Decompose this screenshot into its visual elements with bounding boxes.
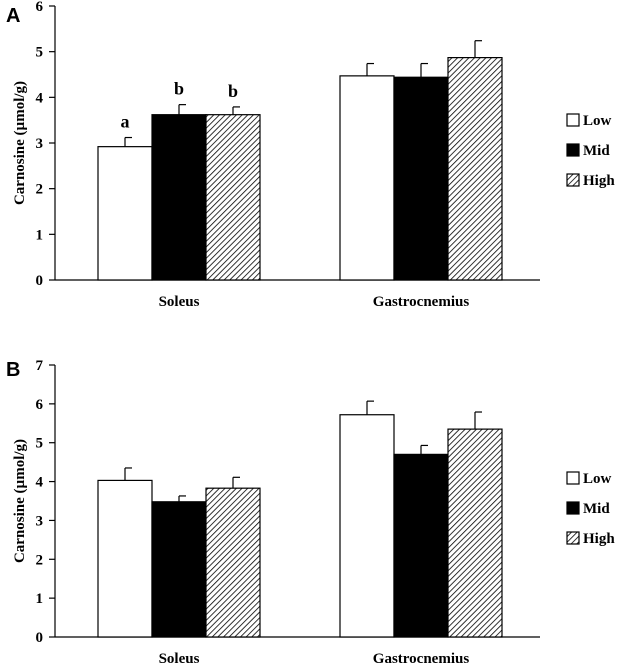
panel-b-y-tick-label: 3 [36,513,44,529]
panel-a-bar-mid-soleus [151,114,207,281]
panel-a-legend-label-high: High [583,173,615,189]
panel-b-bar-high-gastrocnemius [447,428,503,638]
panel-b-bar-low-soleus [97,479,153,638]
panel-a-legend-label-low: Low [583,113,612,129]
panel-a-bar-low-gastrocnemius [339,75,395,281]
panel-b-y-tick-label: 1 [36,591,44,607]
panel-a-category-label: Gastrocnemius [373,294,470,310]
panel-b-bar-high-soleus [205,487,261,638]
panel-a-bar-high-gastrocnemius [447,57,503,281]
panel-b-y-tick-label: 2 [36,552,44,568]
panel-a-y-tick-label: 2 [36,182,44,198]
panel-b-legend-label-mid: Mid [583,501,610,517]
panel-b-letter: B [6,359,20,381]
panel-a-legend-swatch-high [566,173,580,187]
panel-b-legend-label-low: Low [583,471,612,487]
panel-b-legend-swatch-mid [566,501,580,515]
panel-b-bar-mid-soleus [151,501,207,638]
panel-b-category-label: Gastrocnemius [373,651,470,666]
panel-a-bar-low-soleus [97,146,153,281]
panel-a-legend-label-mid: Mid [583,143,610,159]
panel-a-category-label: Soleus [159,294,200,310]
panel-b-legend-label-high: High [583,531,615,547]
panel-a-y-tick-label: 4 [36,90,44,106]
panel-b-category-label: Soleus [159,651,200,666]
panel-b-bar-mid-gastrocnemius [393,453,449,638]
panel-a-significance-label: b [174,79,184,99]
panel-b-bar-low-gastrocnemius [339,414,395,638]
panel-b-y-tick-label: 0 [36,630,44,646]
panel-a-legend-swatch-mid [566,143,580,157]
panel-a-y-tick-label: 6 [36,0,44,15]
panel-a-y-tick-label: 0 [36,273,44,289]
panel-a-legend-swatch-low [566,113,580,127]
panel-a-y-tick-label: 1 [36,227,44,243]
panel-a-letter: A [6,5,20,27]
panel-a-significance-label: b [228,81,238,101]
panel-a-bar-mid-gastrocnemius [393,76,449,281]
panel-a-y-tick-label: 5 [36,45,44,61]
panel-b-y-tick-label: 6 [36,397,44,413]
panel-a-significance-label: a [121,112,130,132]
panel-b-legend-swatch-high [566,531,580,545]
panel-b-y-axis-label: Carnosine (µmol/g) [12,439,28,563]
panel-a-y-tick-label: 3 [36,136,44,152]
panel-b-y-tick-label: 4 [36,475,44,491]
panel-a-y-axis-label: Carnosine (µmol/g) [12,81,28,205]
panel-b-y-tick-label: 5 [36,436,44,452]
panel-b-legend-swatch-low [566,471,580,485]
panel-b-y-tick-label: 7 [36,358,44,374]
panel-a-bar-high-soleus [205,114,261,281]
